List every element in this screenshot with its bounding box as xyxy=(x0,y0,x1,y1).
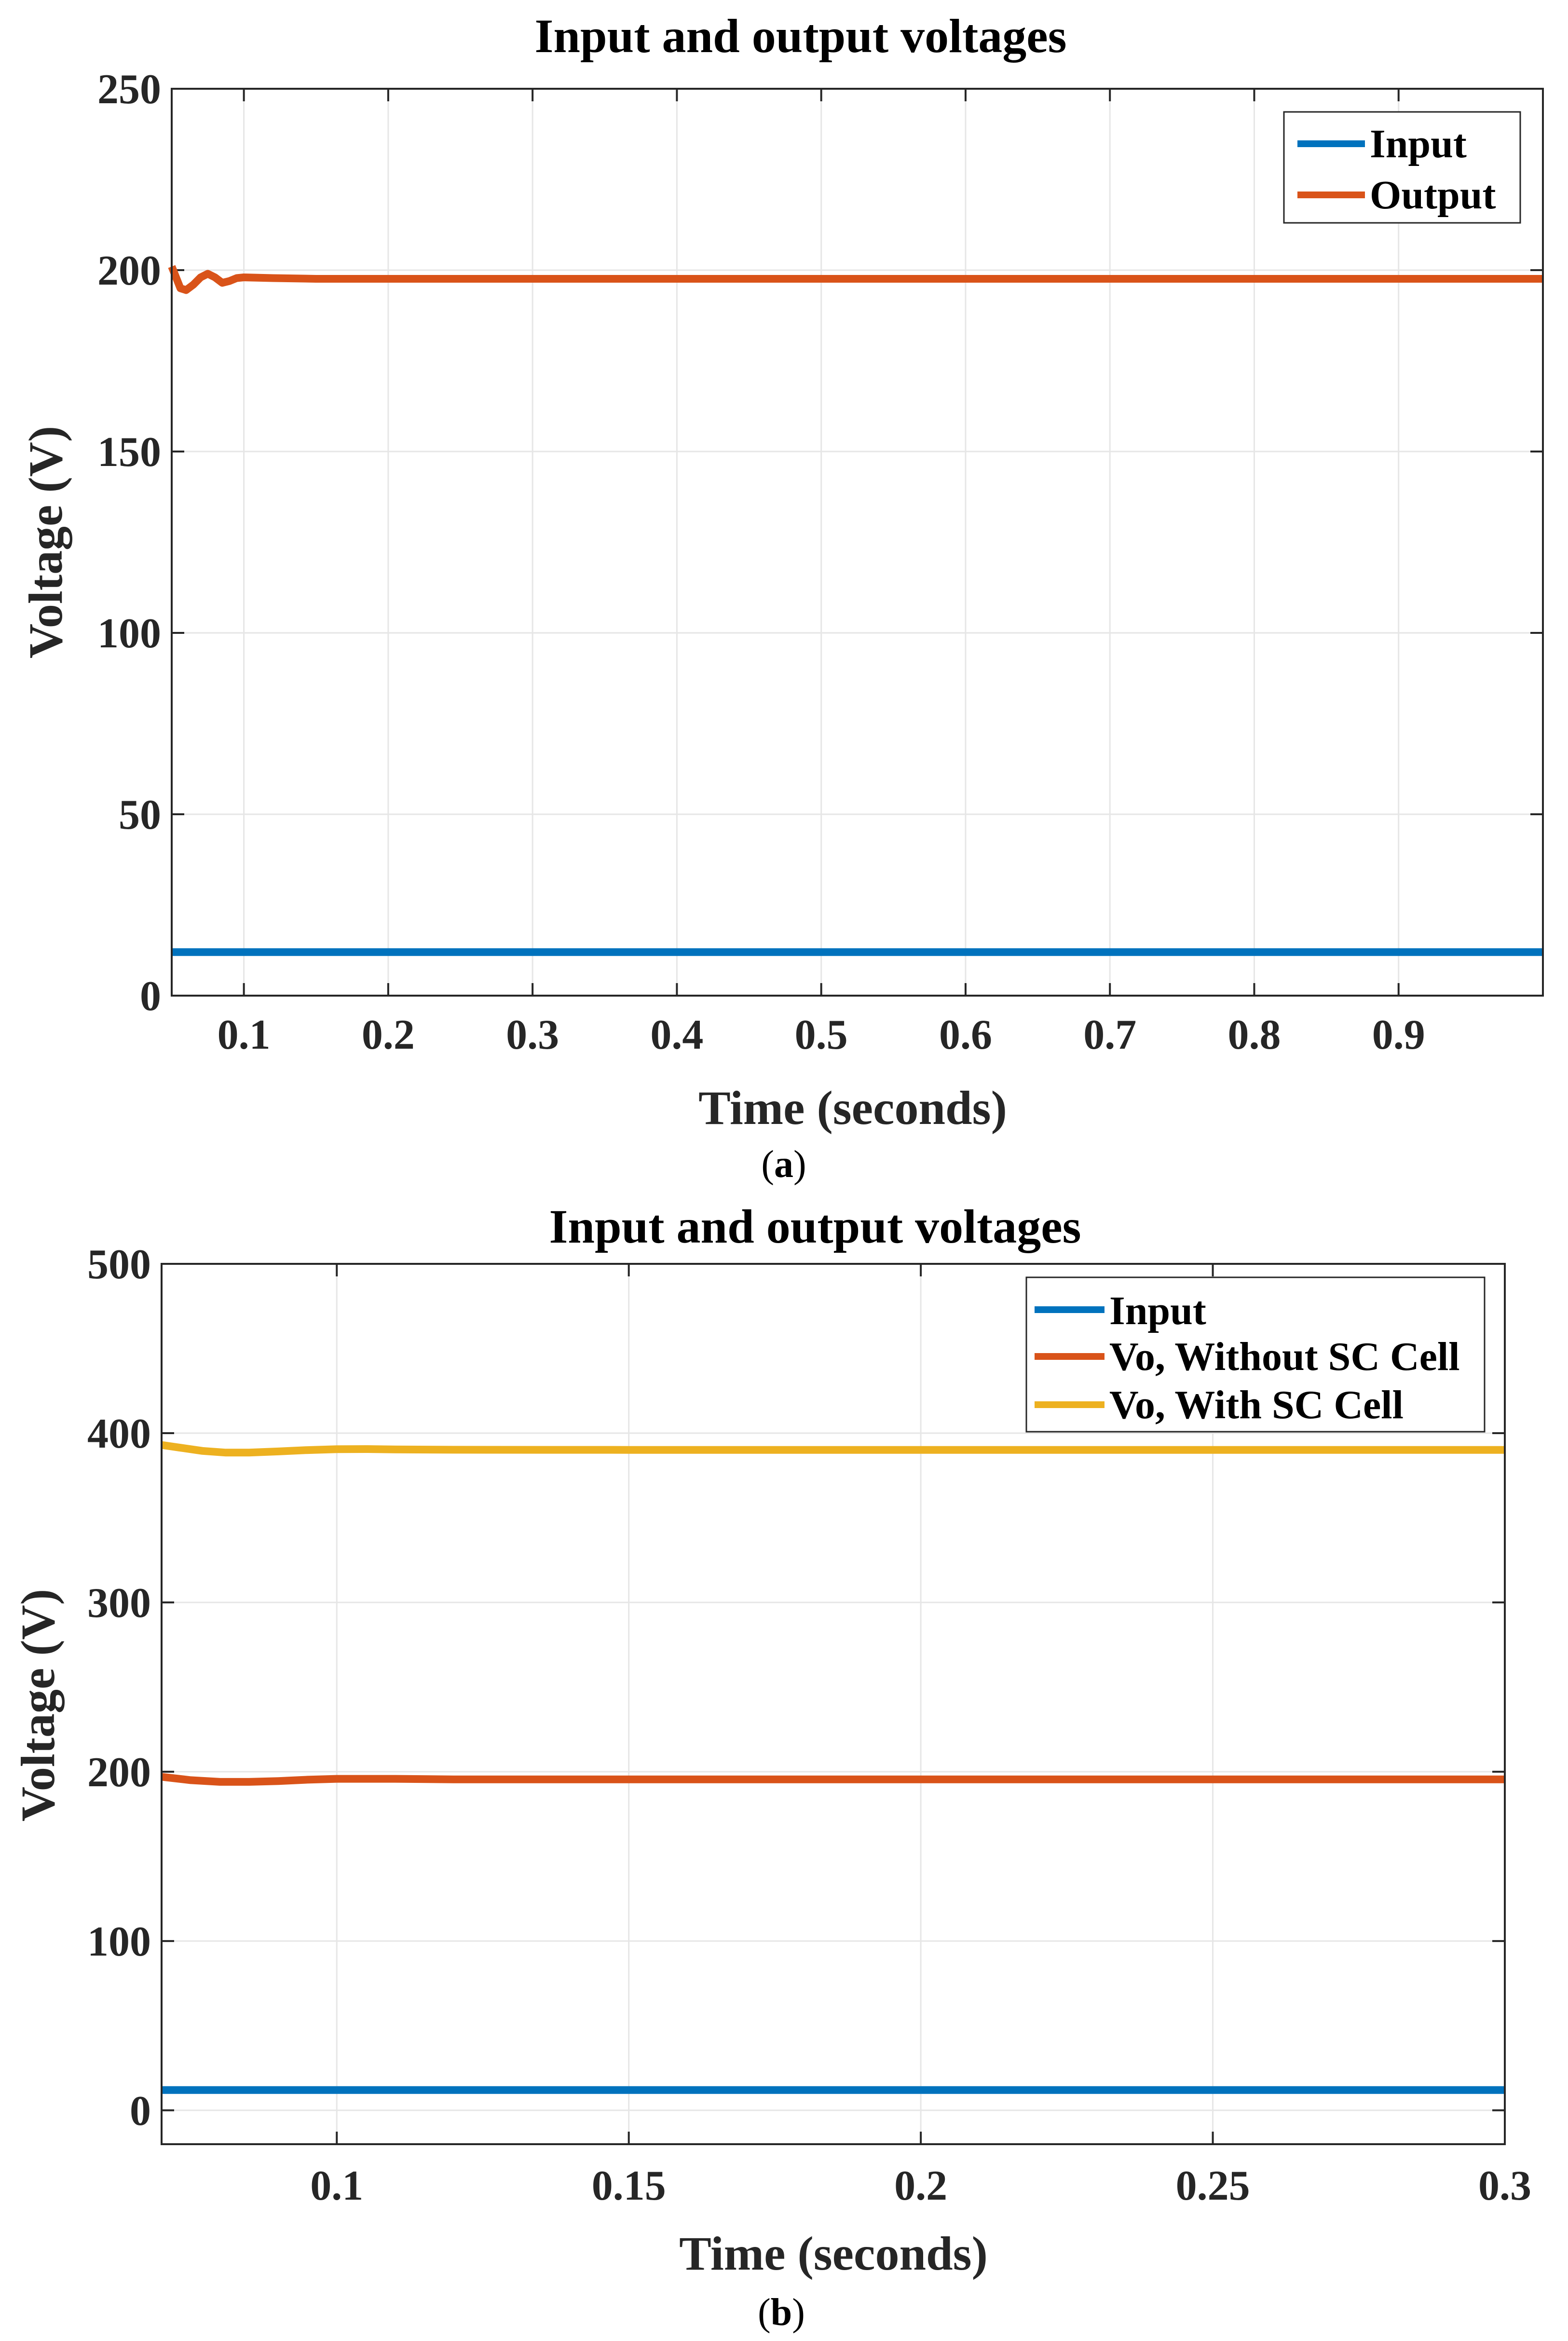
series-line-vo-without-sc-cell xyxy=(161,1773,1505,1786)
x-tick-label: 0.2 xyxy=(894,2163,947,2209)
x-tick-label: 0.6 xyxy=(939,1012,992,1058)
legend-label-input-b: Input xyxy=(1109,1288,1206,1333)
chart-b-grid xyxy=(162,1264,1505,2144)
x-tick-label: 0.1 xyxy=(218,1012,271,1058)
y-tick-label: 200 xyxy=(87,1749,151,1796)
x-tick-label: 0.7 xyxy=(1083,1012,1136,1058)
x-tick-label: 0.2 xyxy=(362,1012,415,1058)
y-tick-label: 0 xyxy=(130,2088,151,2135)
x-tick-label: 0.9 xyxy=(1372,1012,1425,1058)
chart-a-ylabel: Voltage (V) xyxy=(19,426,72,658)
chart-a-legend-box xyxy=(1283,111,1521,224)
x-tick-label: 0.15 xyxy=(592,2163,666,2209)
y-tick-label: 300 xyxy=(87,1580,151,1627)
x-tick-label: 0.8 xyxy=(1227,1012,1281,1058)
panel-a-caption: (a) xyxy=(761,1143,806,1186)
chart-a-plot-area xyxy=(172,89,1543,996)
panel-b-caption: (b) xyxy=(758,2291,805,2334)
y-tick-label: 100 xyxy=(97,610,161,657)
y-tick-label: 400 xyxy=(87,1410,151,1457)
y-tick-label: 100 xyxy=(87,1918,151,1965)
chart-a-axes-box xyxy=(171,88,1544,997)
x-tick-label: 0.3 xyxy=(1478,2163,1531,2209)
chart-a-grid xyxy=(172,89,1543,996)
chart-b-ticks: 0.1 0.15 0.2 0.25 0.3 0 100 200 300 400 500 xyxy=(87,1241,1531,2209)
chart-b-axes-box xyxy=(161,1263,1506,2145)
chart-a-legend: Input Output xyxy=(1283,111,1521,224)
chart-b-series xyxy=(161,1441,1505,2094)
chart-b-legend: Input Vo, Without SC Cell Vo, With SC Ce… xyxy=(1025,1276,1486,1433)
chart-panel-a: Input and output voltages 0.1 0.2 0.3 0.4 0.… xyxy=(19,9,1544,1186)
legend-label-with-sc: Vo, With SC Cell xyxy=(1109,1383,1404,1427)
series-line-vo-with-sc-cell xyxy=(161,1441,1505,1457)
legend-label-output: Output xyxy=(1370,173,1496,218)
x-tick-label: 0.5 xyxy=(795,1012,848,1058)
y-tick-label: 50 xyxy=(119,792,161,838)
chart-a-title: Input and output voltages xyxy=(534,9,1066,63)
chart-b-ylabel: Voltage (V) xyxy=(11,1589,65,1821)
series-line-output xyxy=(168,265,1543,294)
y-tick-label: 250 xyxy=(97,66,161,113)
chart-a-ticks: 0.1 0.2 0.3 0.4 0.5 0.6 0.7 0.8 0.9 0 50 100 150 200 2… xyxy=(97,66,1543,1058)
chart-b-xlabel: Time (seconds) xyxy=(679,2227,988,2280)
legend-label-without-sc: Vo, Without SC Cell xyxy=(1109,1334,1460,1379)
chart-b-title: Input and output voltages xyxy=(549,1200,1081,1253)
chart-a-series xyxy=(168,265,1543,956)
x-tick-label: 0.4 xyxy=(650,1012,703,1058)
legend-label-input: Input xyxy=(1370,122,1467,166)
x-tick-label: 0.25 xyxy=(1176,2163,1250,2209)
y-tick-label: 200 xyxy=(97,247,161,294)
y-tick-label: 0 xyxy=(140,973,161,1020)
y-tick-label: 150 xyxy=(97,429,161,476)
chart-panel-b: Input and output voltages 0.1 0.15 0.2 0.25… xyxy=(11,1200,1531,2334)
y-tick-label: 500 xyxy=(87,1241,151,1288)
chart-a-xlabel: Time (seconds) xyxy=(698,1081,1007,1135)
x-tick-label: 0.3 xyxy=(506,1012,559,1058)
x-tick-label: 0.1 xyxy=(310,2163,363,2209)
